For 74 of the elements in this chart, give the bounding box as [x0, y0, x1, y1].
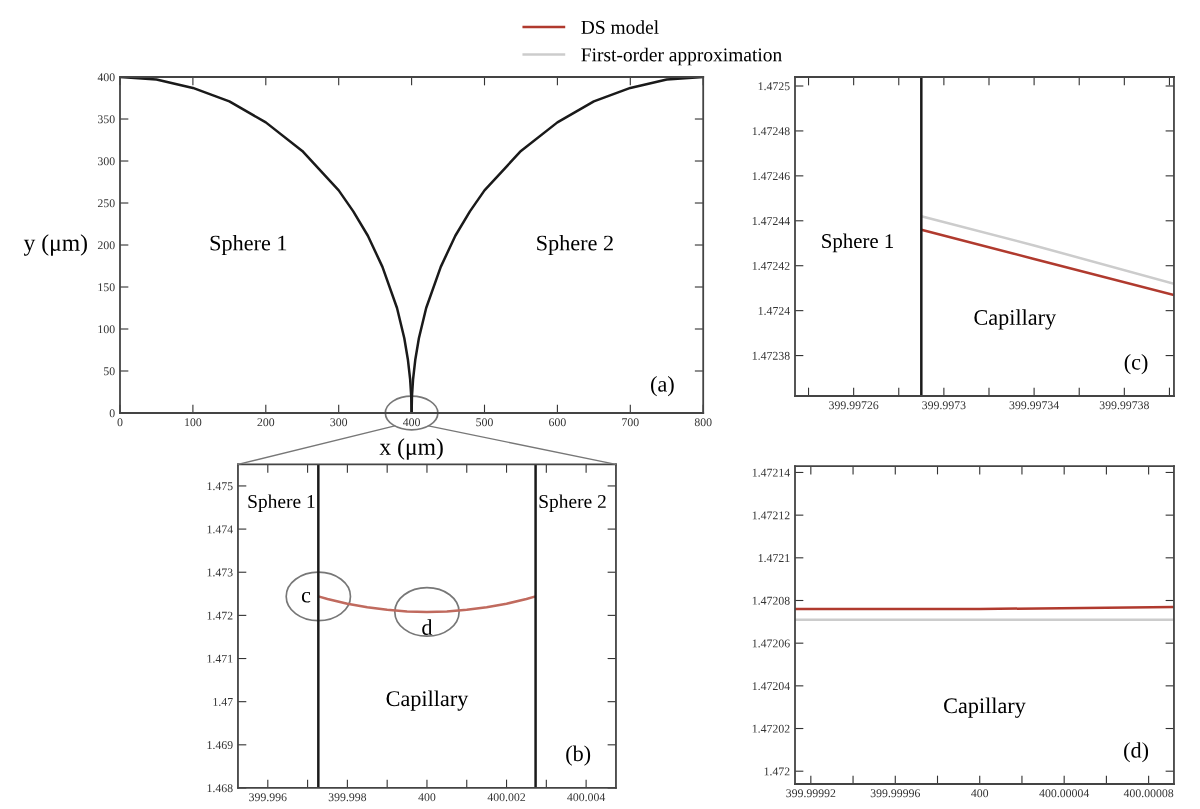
- annotation: (d): [1124, 742, 1149, 763]
- y-axis-title: y (μm): [23, 234, 87, 256]
- y-tick-label: 1.47242: [752, 261, 790, 270]
- x-tick-label: 0: [117, 418, 123, 427]
- annotation: (c): [1124, 354, 1148, 375]
- y-tick-label: 1.469: [207, 741, 233, 750]
- annotation: Sphere 1: [210, 234, 287, 256]
- x-tick-label: 400: [418, 793, 436, 802]
- annotation: (b): [566, 745, 591, 766]
- annotation: Sphere 2: [539, 494, 606, 513]
- annotation: (a): [651, 376, 674, 397]
- y-tick-label: 350: [98, 115, 115, 124]
- annotation: Capillary: [944, 697, 1026, 718]
- x-tick-label: 399.99992: [786, 789, 836, 798]
- x-tick-label: 399.9973: [922, 401, 966, 410]
- y-tick-label: 1.47212: [752, 511, 790, 520]
- y-tick-label: 1.47238: [752, 351, 790, 360]
- y-tick-label: 1.4724: [758, 306, 790, 315]
- y-tick-label: 400: [97, 73, 115, 82]
- y-tick-label: 1.471: [207, 654, 233, 663]
- y-tick-label: 1.4721: [758, 554, 790, 563]
- legend-label: First-order approximation: [581, 47, 782, 66]
- x-tick-label: 399.99726: [829, 401, 879, 410]
- y-tick-label: 1.4725: [758, 82, 790, 91]
- x-tick-label: 400.004: [567, 793, 606, 802]
- x-tick-label: 399.99996: [870, 789, 921, 798]
- annotation: Sphere 1: [248, 494, 315, 513]
- line-series: [317, 595, 537, 614]
- y-tick-label: 1.47208: [752, 596, 790, 605]
- x-tick-label: 399.998: [328, 793, 367, 802]
- y-tick-label: 300: [98, 157, 115, 166]
- annotation: Capillary: [974, 309, 1057, 330]
- y-tick-label: 1.47246: [752, 172, 790, 181]
- x-tick-label: 400.00008: [1123, 789, 1174, 798]
- annotation: Sphere 2: [537, 234, 613, 256]
- x-tick-label: 200: [257, 418, 275, 427]
- annotation: Capillary: [386, 690, 469, 711]
- legend-label: DS model: [581, 20, 659, 34]
- x-axis-title: x (μm): [379, 438, 443, 460]
- annotation: d: [422, 619, 433, 635]
- y-tick-label: 100: [98, 325, 115, 334]
- x-tick-label: 400.00004: [1039, 789, 1090, 798]
- x-tick-label: 600: [549, 418, 566, 427]
- y-tick-label: 150: [98, 283, 115, 292]
- y-tick-label: 1.472: [207, 611, 233, 620]
- y-tick-label: 1.472: [764, 767, 790, 776]
- x-tick-label: 399.99734: [1009, 401, 1060, 410]
- y-tick-label: 1.47: [213, 697, 233, 706]
- y-tick-label: 1.47206: [752, 639, 790, 648]
- x-tick-label: 500: [476, 418, 493, 427]
- y-tick-label: 1.47244: [752, 217, 790, 226]
- y-tick-label: 1.47202: [752, 724, 790, 733]
- y-tick-label: 0: [109, 409, 115, 418]
- y-tick-label: 1.474: [207, 525, 233, 534]
- y-tick-label: 250: [97, 199, 115, 208]
- y-tick-label: 1.47204: [752, 682, 790, 691]
- x-tick-label: 400.002: [487, 793, 526, 802]
- x-tick-label: 300: [330, 418, 348, 427]
- x-tick-label: 399.99738: [1099, 401, 1149, 410]
- x-tick-label: 400: [402, 418, 420, 427]
- y-tick-label: 1.473: [207, 568, 233, 577]
- y-tick-label: 1.47248: [752, 127, 790, 136]
- y-tick-label: 200: [97, 241, 115, 250]
- y-tick-label: 1.475: [207, 482, 233, 491]
- x-tick-label: 800: [694, 418, 712, 427]
- y-tick-label: 50: [104, 367, 115, 376]
- y-tick-label: 1.47214: [752, 468, 790, 477]
- annotation: Sphere 1: [822, 233, 894, 253]
- x-tick-label: 400: [971, 789, 989, 798]
- x-tick-label: 399.996: [249, 793, 287, 802]
- annotation: c: [301, 591, 311, 603]
- x-tick-label: 100: [185, 418, 202, 427]
- y-tick-label: 1.468: [207, 784, 233, 793]
- x-tick-label: 700: [622, 418, 639, 427]
